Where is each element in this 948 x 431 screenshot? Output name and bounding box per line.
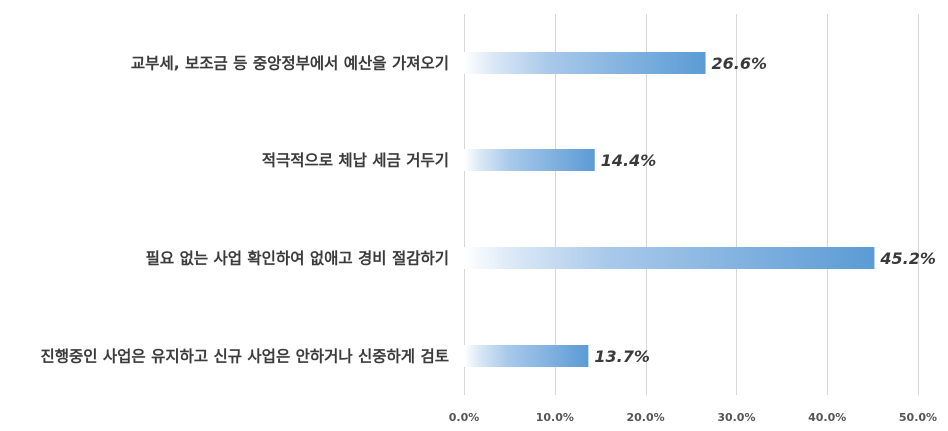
- bar-1: [464, 149, 595, 171]
- category-label-0: 교부세, 보조금 등 중앙정부에서 예산을 가져오기: [131, 54, 449, 73]
- value-label-2: 45.2%: [879, 249, 936, 268]
- category-label-2: 필요 없는 사업 확인하여 없애고 경비 절감하기: [146, 249, 449, 268]
- bars: [464, 52, 875, 367]
- value-label-0: 26.6%: [712, 54, 768, 73]
- value-label-3: 13.7%: [594, 347, 650, 366]
- gridlines: [464, 14, 919, 395]
- bar-3: [464, 345, 589, 367]
- value-labels: 26.6% 14.4% 45.2% 13.7%: [594, 54, 936, 366]
- x-tick-label-2: 20.0%: [627, 411, 665, 424]
- category-label-1: 적극적으로 체납 세금 거두기: [262, 152, 449, 170]
- bar-2: [464, 247, 875, 269]
- category-label-3: 진행중인 사업은 유지하고 신규 사업은 안하거나 신중하게 검토: [40, 347, 449, 366]
- x-tick-label-5: 50.0%: [899, 411, 937, 424]
- x-axis-ticks: 0.0% 10.0% 20.0% 30.0% 40.0% 50.0%: [449, 411, 937, 424]
- x-tick-label-3: 30.0%: [717, 411, 755, 424]
- value-label-1: 14.4%: [601, 151, 657, 170]
- x-tick-label-4: 40.0%: [808, 411, 846, 424]
- x-tick-label-1: 10.0%: [536, 411, 574, 424]
- x-tick-label-0: 0.0%: [449, 411, 480, 424]
- bar-0: [464, 52, 706, 74]
